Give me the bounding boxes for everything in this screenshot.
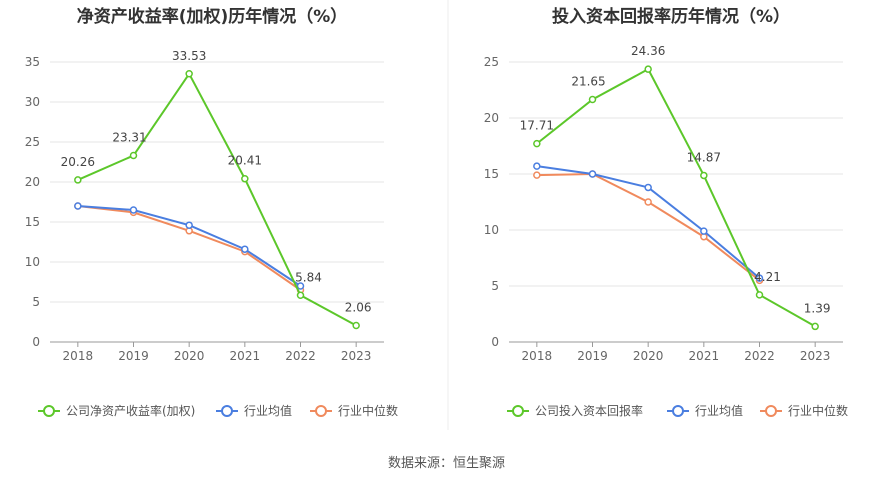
series-line bbox=[536, 67, 816, 328]
y-tick-label: 15 bbox=[25, 215, 40, 229]
x-tick-label: 2020 bbox=[633, 349, 664, 363]
y-tick-label: 30 bbox=[25, 95, 40, 109]
data-point bbox=[755, 274, 764, 282]
legend-label: 行业中位数 bbox=[788, 403, 848, 418]
data-point bbox=[588, 95, 597, 104]
data-label: 20.26 bbox=[61, 155, 95, 169]
data-point bbox=[700, 171, 708, 180]
data-label: 17.71 bbox=[520, 119, 554, 133]
y-tick-label: 20 bbox=[25, 175, 40, 189]
chart-title: 投入资本回报率历年情况（%） bbox=[552, 6, 790, 27]
x-tick-label: 2023 bbox=[800, 349, 831, 363]
legend-marker bbox=[765, 405, 777, 417]
y-tick-label: 25 bbox=[25, 135, 40, 149]
data-point bbox=[644, 65, 652, 73]
data-point bbox=[185, 221, 193, 229]
series-line bbox=[77, 205, 302, 287]
data-point bbox=[533, 139, 541, 148]
x-tick-label: 2022 bbox=[285, 349, 316, 363]
x-tick-label: 2021 bbox=[689, 349, 720, 363]
x-tick-label: 2019 bbox=[118, 349, 149, 363]
data-point bbox=[129, 151, 138, 160]
legend-marker bbox=[672, 405, 684, 417]
y-tick-label: 20 bbox=[484, 111, 499, 125]
y-tick-label: 5 bbox=[32, 295, 40, 309]
legend-label: 行业均值 bbox=[695, 403, 743, 418]
y-tick-label: 10 bbox=[25, 255, 40, 269]
data-point bbox=[241, 245, 249, 253]
data-point bbox=[533, 162, 541, 170]
legend-label: 公司投入资本回报率 bbox=[535, 403, 643, 418]
data-point bbox=[352, 321, 360, 330]
x-tick-label: 2022 bbox=[744, 349, 775, 363]
data-label: 33.53 bbox=[172, 49, 206, 63]
y-tick-label: 35 bbox=[25, 55, 40, 69]
data-point bbox=[74, 176, 82, 184]
x-tick-label: 2021 bbox=[230, 349, 261, 363]
legend-marker bbox=[43, 405, 55, 417]
data-point bbox=[533, 171, 541, 179]
data-point bbox=[241, 174, 249, 183]
series-line bbox=[77, 205, 302, 291]
x-tick-label: 2019 bbox=[577, 349, 608, 363]
data-point bbox=[74, 202, 82, 210]
x-tick-label: 2020 bbox=[174, 349, 205, 363]
data-label: 23.31 bbox=[112, 131, 146, 145]
data-label: 14.87 bbox=[687, 150, 721, 164]
chart-title: 净资产收益率(加权)历年情况（%） bbox=[77, 6, 348, 27]
data-point bbox=[700, 227, 708, 235]
legend-marker bbox=[315, 405, 327, 417]
legend-marker bbox=[512, 405, 524, 417]
legend-label: 公司净资产收益率(加权) bbox=[66, 403, 195, 418]
data-point bbox=[296, 291, 305, 300]
series-line bbox=[77, 71, 357, 327]
data-label: 2.06 bbox=[345, 301, 372, 315]
chart-panel-2: 投入资本回报率历年情况（%） 0 5 10 15 20 25 2018 2019 2020 2021… bbox=[484, 6, 848, 418]
legend-marker bbox=[221, 405, 233, 417]
x-tick-label: 2023 bbox=[341, 349, 372, 363]
data-point bbox=[129, 206, 138, 214]
data-label: 21.65 bbox=[571, 75, 605, 89]
y-tick-label: 5 bbox=[491, 279, 499, 293]
data-label: 5.84 bbox=[295, 270, 322, 284]
data-point bbox=[185, 70, 193, 78]
data-label: 4.21 bbox=[754, 270, 781, 284]
data-point bbox=[644, 183, 652, 192]
x-tick-label: 2018 bbox=[522, 349, 553, 363]
data-label: 20.41 bbox=[228, 154, 262, 168]
y-tick-label: 0 bbox=[32, 335, 40, 349]
data-point bbox=[588, 170, 597, 178]
legend-label: 行业均值 bbox=[244, 403, 292, 418]
data-point bbox=[644, 198, 652, 206]
data-point bbox=[755, 291, 764, 299]
y-tick-label: 15 bbox=[484, 167, 499, 181]
data-source: 数据来源：恒生聚源 bbox=[387, 456, 505, 471]
data-point bbox=[811, 322, 819, 331]
chart-panel-1: 净资产收益率(加权)历年情况（%） 0 5 10 15 20 25 30 35 2018 2019 2… bbox=[25, 6, 398, 418]
legend-label: 行业中位数 bbox=[338, 403, 398, 418]
x-tick-label: 2018 bbox=[63, 349, 94, 363]
y-tick-label: 0 bbox=[491, 335, 499, 349]
data-label: 1.39 bbox=[804, 301, 831, 315]
y-tick-label: 25 bbox=[484, 55, 499, 69]
data-label: 24.36 bbox=[631, 44, 665, 58]
data-point bbox=[296, 282, 305, 290]
y-tick-label: 10 bbox=[484, 223, 499, 237]
